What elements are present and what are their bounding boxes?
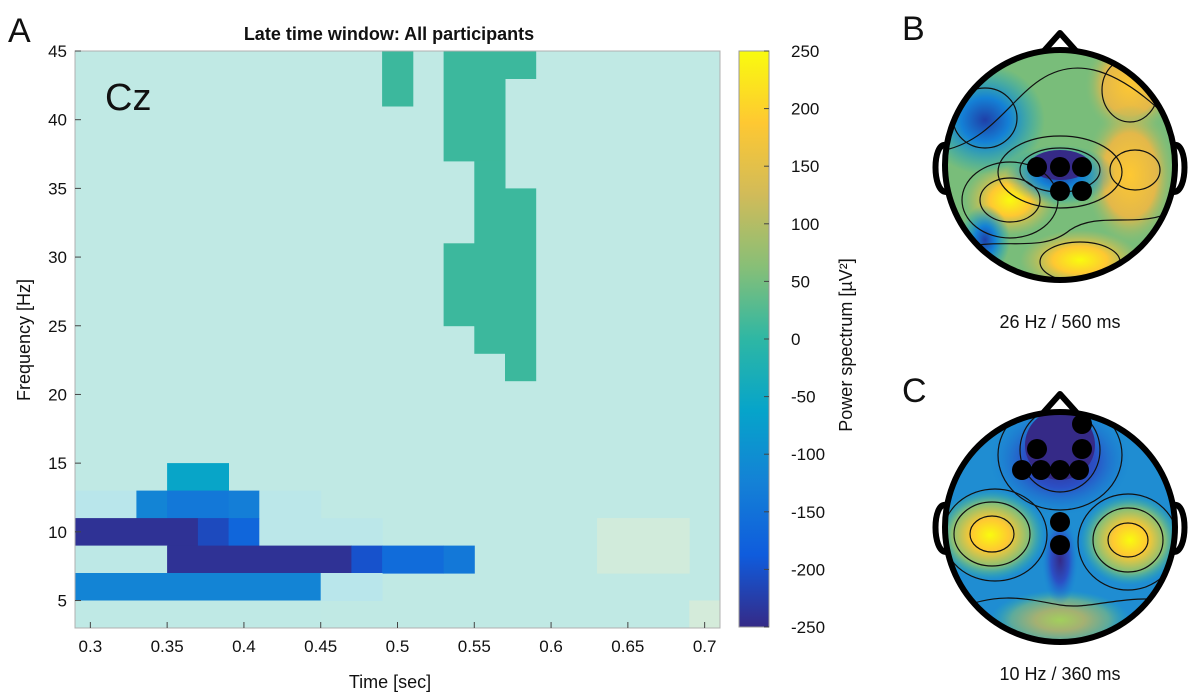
nose-icon <box>1040 391 1080 416</box>
colorbar-tick-label: 50 <box>791 272 810 291</box>
heatmap-cell <box>443 243 475 327</box>
x-tick-label: 0.4 <box>232 637 256 656</box>
heatmap-cell <box>474 325 506 354</box>
panel-letter-c: C <box>902 372 927 410</box>
heatmap-cell <box>167 545 352 574</box>
heatmap-cell <box>443 51 506 162</box>
panel-letter-b: B <box>902 10 925 48</box>
colorbar-tick-label: -150 <box>791 503 825 522</box>
colorbar-tick-label: 100 <box>791 215 819 234</box>
topomap-b-caption: 26 Hz / 560 ms <box>999 312 1120 332</box>
electrode-markers-b <box>1027 157 1092 201</box>
heatmap-cell <box>136 490 168 519</box>
heatmap-cell <box>351 545 383 574</box>
y-axis-ticks: 5 10 15 20 25 30 35 40 45 <box>48 42 81 611</box>
heatmap-cell <box>197 518 230 547</box>
x-tick-label: 0.55 <box>458 637 491 656</box>
nose-icon <box>1040 30 1080 55</box>
colorbar-label: Power spectrum [µV²] <box>836 258 856 431</box>
x-tick-label: 0.3 <box>79 637 103 656</box>
heatmap-cell <box>167 463 229 492</box>
x-axis-label: Time [sec] <box>349 672 431 692</box>
panel-letter-a: A <box>8 12 31 50</box>
heatmap-cell <box>75 545 168 574</box>
heatmap-cell <box>75 490 137 519</box>
chart-title: Late time window: All participants <box>244 24 534 44</box>
y-tick-label: 30 <box>48 248 67 267</box>
topomap-b <box>932 30 1188 283</box>
y-tick-label: 20 <box>48 385 67 404</box>
right-ear-icon <box>1172 502 1188 555</box>
y-tick-label: 45 <box>48 42 67 61</box>
heatmap-cell <box>259 490 322 519</box>
heatmap-cell <box>228 490 260 519</box>
heatmap-cell <box>75 518 199 547</box>
heatmap-cell <box>382 51 414 107</box>
colorbar-tick-label: 200 <box>791 100 819 119</box>
x-tick-label: 0.45 <box>304 637 337 656</box>
y-tick-label: 25 <box>48 317 67 336</box>
y-tick-label: 15 <box>48 454 67 473</box>
x-tick-label: 0.65 <box>611 637 644 656</box>
colorbar-tick-label: 0 <box>791 330 800 349</box>
heatmap-cell <box>228 518 260 547</box>
heatmap-cell <box>597 518 690 574</box>
heatmap-plot: 0.3 0.35 0.4 0.45 0.5 0.55 0.6 0.65 0.7 5 10 15 20 2… <box>48 42 721 656</box>
heatmap-cell <box>505 51 537 79</box>
y-axis-label: Frequency [Hz] <box>14 279 34 401</box>
colorbar-tick-label: 250 <box>791 42 819 61</box>
left-ear-icon <box>932 142 948 195</box>
colorbar-tick-label: -200 <box>791 560 825 579</box>
heatmap-cell <box>505 188 537 382</box>
y-tick-label: 40 <box>48 111 67 130</box>
colorbar-tick-label: -50 <box>791 388 816 407</box>
heatmap-cell <box>167 490 229 519</box>
topomap-c-caption: 10 Hz / 360 ms <box>999 664 1120 684</box>
heatmap-cell <box>75 600 322 629</box>
heatmap-cell <box>382 545 444 574</box>
y-tick-label: 35 <box>48 179 67 198</box>
x-tick-label: 0.35 <box>151 637 184 656</box>
electrode-label: Cz <box>105 77 151 119</box>
heatmap-cell <box>320 573 383 601</box>
x-axis-ticks: 0.3 0.35 0.4 0.45 0.5 0.55 0.6 0.65 0.7 <box>79 622 717 656</box>
colorbar-tick-label: -100 <box>791 445 825 464</box>
y-tick-label: 5 <box>58 592 67 611</box>
x-tick-label: 0.5 <box>386 637 410 656</box>
x-tick-label: 0.7 <box>693 637 717 656</box>
heatmap-cell <box>443 545 475 574</box>
heatmap-cell <box>259 518 383 547</box>
colorbar-ticks: 250 200 150 100 50 0 -50 -100 -150 -200 -250 <box>764 42 825 637</box>
colorbar-tick-label: -250 <box>791 618 825 637</box>
topomap-c <box>932 391 1188 645</box>
electrode-markers-c <box>1012 414 1092 555</box>
colorbar-tick-label: 150 <box>791 157 819 176</box>
y-tick-label: 10 <box>48 523 67 542</box>
x-tick-label: 0.6 <box>539 637 563 656</box>
heatmap-cell <box>474 160 506 327</box>
heatmap-cells <box>75 51 721 629</box>
right-ear-icon <box>1172 142 1188 195</box>
left-ear-icon <box>932 502 948 555</box>
heatmap-cell <box>75 573 322 601</box>
